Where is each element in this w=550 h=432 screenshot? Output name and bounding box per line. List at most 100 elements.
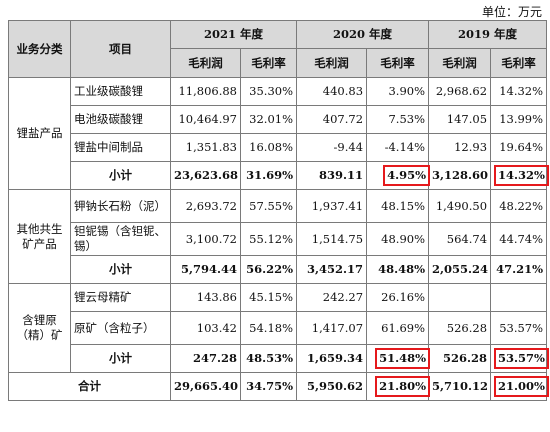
value-cell: 247.28 xyxy=(170,344,241,373)
subtotal-row: 小计 23,623.68 31.69% 839.11 4.95% 3,128.6… xyxy=(9,161,549,190)
subtotal-label: 小计 xyxy=(70,344,171,373)
item-cell: 原矿（含粒子） xyxy=(70,311,171,345)
value-cell: 564.74 xyxy=(428,222,492,256)
header-margin: 毛利率 xyxy=(490,48,548,78)
value-cell: 1,937.41 xyxy=(296,189,368,223)
highlight-box: 21.80% xyxy=(375,376,431,397)
gross-profit-table: 业务分类 项目 2021 年度 2020 年度 2019 年度 毛利润 毛利率 … xyxy=(8,20,549,401)
highlighted-value-cell: 51.48% xyxy=(366,344,431,373)
value-cell: 3,128.60 xyxy=(428,161,492,190)
value-cell: 32.01% xyxy=(239,105,298,134)
table-row: 钽铌锡（含钽铌、锡） 3,100.72 55.12% 1,514.75 48.9… xyxy=(9,222,548,256)
header-category: 业务分类 xyxy=(8,20,71,78)
item-cell: 锂盐中间制品 xyxy=(70,133,171,162)
highlight-box: 51.48% xyxy=(375,348,431,369)
value-cell: 839.11 xyxy=(296,161,368,190)
total-label: 合计 xyxy=(8,372,171,401)
value-cell xyxy=(490,283,548,312)
value-cell: -9.44 xyxy=(296,133,368,162)
highlighted-value-cell: 4.95% xyxy=(366,161,431,190)
value-cell: 1,490.50 xyxy=(428,189,492,223)
value-cell: 1,417.07 xyxy=(296,311,368,345)
value-cell: 5,794.44 xyxy=(170,255,241,284)
total-row: 合计 29,665.40 34.75% 5,950.62 21.80% 5,71… xyxy=(8,372,549,401)
value-cell: 5,950.62 xyxy=(296,372,368,401)
header-margin: 毛利率 xyxy=(239,48,298,78)
highlighted-value-cell: 21.00% xyxy=(490,372,549,401)
value-cell: 12.93 xyxy=(428,133,492,162)
value-cell: 2,968.62 xyxy=(428,77,492,106)
subtotal-row: 小计 247.28 48.53% 1,659.34 51.48% 526.28 … xyxy=(9,344,549,373)
header-year-2020: 2020 年度 xyxy=(296,20,430,49)
header-item: 项目 xyxy=(70,20,171,78)
table-row: 原矿（含粒子） 103.42 54.18% 1,417.07 61.69% 52… xyxy=(9,311,548,345)
value-cell: 1,514.75 xyxy=(296,222,368,256)
value-cell: 35.30% xyxy=(239,77,298,106)
subtotal-label: 小计 xyxy=(70,255,171,284)
value-cell: 34.75% xyxy=(239,372,298,401)
value-cell: 48.48% xyxy=(366,255,430,284)
highlighted-value-cell: 14.32% xyxy=(490,161,549,190)
value-cell: 242.27 xyxy=(296,283,368,312)
value-cell: 1,351.83 xyxy=(170,133,241,162)
highlighted-value-cell: 53.57% xyxy=(490,344,549,373)
value-cell: 407.72 xyxy=(296,105,368,134)
value-cell: -4.14% xyxy=(366,133,430,162)
category-cell: 锂盐产品 xyxy=(8,77,71,190)
value-cell: 2,055.24 xyxy=(428,255,492,284)
value-cell: 2,693.72 xyxy=(170,189,241,223)
value-cell: 45.15% xyxy=(239,283,298,312)
value-cell: 57.55% xyxy=(239,189,298,223)
value-cell: 53.57% xyxy=(490,311,548,345)
value-cell: 5,710.12 xyxy=(428,372,492,401)
item-cell: 锂云母精矿 xyxy=(70,283,171,312)
subtotal-row: 小计 5,794.44 56.22% 3,452.17 48.48% 2,055… xyxy=(9,255,548,284)
value-cell: 61.69% xyxy=(366,311,430,345)
value-cell: 103.42 xyxy=(170,311,241,345)
value-cell: 13.99% xyxy=(490,105,548,134)
value-cell: 147.05 xyxy=(428,105,492,134)
value-cell: 47.21% xyxy=(490,255,548,284)
header-margin: 毛利率 xyxy=(366,48,430,78)
value-cell: 526.28 xyxy=(428,344,492,373)
value-cell: 23,623.68 xyxy=(170,161,241,190)
table-row: 其他共生矿产品 钾钠长石粉（泥） 2,693.72 57.55% 1,937.4… xyxy=(8,189,548,284)
value-cell: 440.83 xyxy=(296,77,368,106)
header-year-2019: 2019 年度 xyxy=(428,20,548,49)
value-cell: 48.90% xyxy=(366,222,430,256)
highlight-box: 4.95% xyxy=(383,165,431,186)
value-cell xyxy=(428,283,492,312)
unit-label: 单位：万元 xyxy=(481,5,542,19)
category-cell: 含锂原（精）矿 xyxy=(8,283,71,373)
value-cell: 48.15% xyxy=(366,189,430,223)
value-cell: 55.12% xyxy=(239,222,298,256)
value-cell: 10,464.97 xyxy=(170,105,241,134)
value-cell: 526.28 xyxy=(428,311,492,345)
value-cell: 3,452.17 xyxy=(296,255,368,284)
value-cell: 48.22% xyxy=(490,189,548,223)
value-cell: 3,100.72 xyxy=(170,222,241,256)
value-cell: 14.32% xyxy=(490,77,548,106)
value-cell: 143.86 xyxy=(170,283,241,312)
highlighted-value-cell: 21.80% xyxy=(366,372,431,401)
value-cell: 56.22% xyxy=(239,255,298,284)
category-cell: 其他共生矿产品 xyxy=(8,189,71,284)
value-cell: 7.53% xyxy=(366,105,430,134)
item-cell: 工业级碳酸锂 xyxy=(70,77,171,106)
table-row: 含锂原（精）矿 锂云母精矿 143.86 45.15% 242.27 26.16… xyxy=(8,283,548,373)
value-cell: 44.74% xyxy=(490,222,548,256)
highlight-box: 53.57% xyxy=(494,348,549,369)
value-cell: 31.69% xyxy=(239,161,298,190)
table-row: 锂盐中间制品 1,351.83 16.08% -9.44 -4.14% 12.9… xyxy=(9,133,548,162)
subtotal-label: 小计 xyxy=(70,161,171,190)
value-cell: 1,659.34 xyxy=(296,344,368,373)
value-cell: 54.18% xyxy=(239,311,298,345)
header-gross-profit: 毛利润 xyxy=(170,48,241,78)
header-year-2021: 2021 年度 xyxy=(169,20,298,49)
value-cell: 11,806.88 xyxy=(170,77,241,106)
header-gross-profit: 毛利润 xyxy=(428,48,492,78)
value-cell: 29,665.40 xyxy=(170,372,241,401)
item-cell: 钾钠长石粉（泥） xyxy=(70,189,171,223)
value-cell: 3.90% xyxy=(366,77,430,106)
header-gross-profit: 毛利润 xyxy=(296,48,368,78)
